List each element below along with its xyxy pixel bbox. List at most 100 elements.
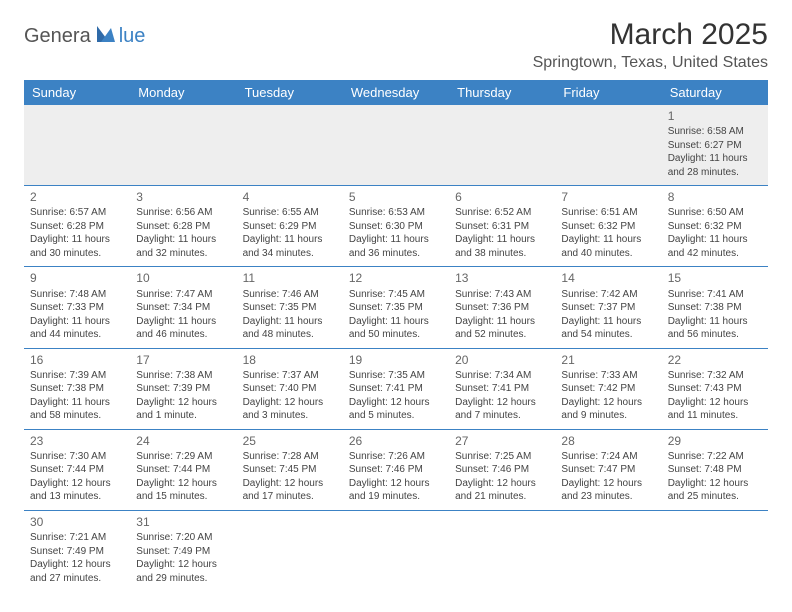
day-info-line: Daylight: 11 hours xyxy=(243,233,337,247)
weekday-saturday: Saturday xyxy=(662,80,768,105)
day-info-line: Sunrise: 7:21 AM xyxy=(30,531,124,545)
day-info-line: Daylight: 11 hours xyxy=(30,315,124,329)
calendar-day-cell: 22Sunrise: 7:32 AMSunset: 7:43 PMDayligh… xyxy=(662,348,768,429)
calendar-week-row: 16Sunrise: 7:39 AMSunset: 7:38 PMDayligh… xyxy=(24,348,768,429)
day-number: 5 xyxy=(349,189,443,205)
day-info-line: Daylight: 11 hours xyxy=(30,233,124,247)
day-info-line: Daylight: 11 hours xyxy=(349,233,443,247)
day-info-line: and 30 minutes. xyxy=(30,247,124,261)
day-info-line: Sunset: 7:42 PM xyxy=(561,382,655,396)
calendar-day-cell: 28Sunrise: 7:24 AMSunset: 7:47 PMDayligh… xyxy=(555,429,661,510)
day-number: 12 xyxy=(349,270,443,286)
day-number: 13 xyxy=(455,270,549,286)
day-number: 17 xyxy=(136,352,230,368)
day-info-line: and 5 minutes. xyxy=(349,409,443,423)
day-info-line: Daylight: 11 hours xyxy=(349,315,443,329)
day-info-line: Sunset: 6:28 PM xyxy=(30,220,124,234)
calendar-day-cell xyxy=(24,105,130,186)
day-number: 15 xyxy=(668,270,762,286)
day-number: 26 xyxy=(349,433,443,449)
day-info-line: Sunrise: 7:20 AM xyxy=(136,531,230,545)
calendar-day-cell xyxy=(343,105,449,186)
day-info-line: Sunrise: 6:52 AM xyxy=(455,206,549,220)
day-info-line: and 1 minute. xyxy=(136,409,230,423)
day-info-line: and 34 minutes. xyxy=(243,247,337,261)
calendar-day-cell xyxy=(130,105,236,186)
day-info-line: Daylight: 12 hours xyxy=(668,477,762,491)
day-info-line: Sunrise: 7:43 AM xyxy=(455,288,549,302)
logo: Genera lue xyxy=(24,24,145,49)
day-info-line: and 46 minutes. xyxy=(136,328,230,342)
calendar-day-cell xyxy=(343,510,449,591)
day-info-line: Sunset: 6:28 PM xyxy=(136,220,230,234)
day-number: 29 xyxy=(668,433,762,449)
day-number: 18 xyxy=(243,352,337,368)
calendar-day-cell: 4Sunrise: 6:55 AMSunset: 6:29 PMDaylight… xyxy=(237,186,343,267)
day-info-line: Sunset: 7:38 PM xyxy=(668,301,762,315)
day-number: 10 xyxy=(136,270,230,286)
calendar-day-cell: 14Sunrise: 7:42 AMSunset: 7:37 PMDayligh… xyxy=(555,267,661,348)
day-info-line: Sunset: 6:32 PM xyxy=(668,220,762,234)
weekday-wednesday: Wednesday xyxy=(343,80,449,105)
day-info-line: Sunrise: 7:34 AM xyxy=(455,369,549,383)
day-info-line: Sunrise: 7:41 AM xyxy=(668,288,762,302)
day-info-line: Daylight: 12 hours xyxy=(30,477,124,491)
title-block: March 2025 Springtown, Texas, United Sta… xyxy=(533,18,768,72)
day-info-line: and 7 minutes. xyxy=(455,409,549,423)
day-info-line: Daylight: 12 hours xyxy=(243,396,337,410)
calendar-day-cell: 3Sunrise: 6:56 AMSunset: 6:28 PMDaylight… xyxy=(130,186,236,267)
calendar-day-cell xyxy=(449,510,555,591)
day-info-line: Sunrise: 7:48 AM xyxy=(30,288,124,302)
day-info-line: Daylight: 12 hours xyxy=(561,396,655,410)
day-info-line: Sunset: 7:44 PM xyxy=(136,463,230,477)
calendar-day-cell xyxy=(555,105,661,186)
day-number: 19 xyxy=(349,352,443,368)
month-title: March 2025 xyxy=(533,18,768,52)
day-info-line: Sunrise: 7:37 AM xyxy=(243,369,337,383)
day-number: 22 xyxy=(668,352,762,368)
calendar-day-cell: 13Sunrise: 7:43 AMSunset: 7:36 PMDayligh… xyxy=(449,267,555,348)
day-info-line: Daylight: 12 hours xyxy=(349,477,443,491)
day-number: 4 xyxy=(243,189,337,205)
logo-text-general: Genera xyxy=(24,25,91,48)
day-info-line: Daylight: 11 hours xyxy=(455,315,549,329)
day-number: 21 xyxy=(561,352,655,368)
day-info-line: Daylight: 12 hours xyxy=(455,396,549,410)
day-info-line: Sunset: 7:43 PM xyxy=(668,382,762,396)
day-info-line: Sunrise: 7:42 AM xyxy=(561,288,655,302)
day-info-line: Sunset: 7:49 PM xyxy=(30,545,124,559)
calendar-day-cell: 21Sunrise: 7:33 AMSunset: 7:42 PMDayligh… xyxy=(555,348,661,429)
calendar-day-cell: 12Sunrise: 7:45 AMSunset: 7:35 PMDayligh… xyxy=(343,267,449,348)
day-info-line: Sunrise: 6:50 AM xyxy=(668,206,762,220)
day-info-line: and 23 minutes. xyxy=(561,490,655,504)
day-info-line: and 27 minutes. xyxy=(30,572,124,586)
day-info-line: and 29 minutes. xyxy=(136,572,230,586)
day-info-line: and 15 minutes. xyxy=(136,490,230,504)
day-info-line: Sunset: 7:35 PM xyxy=(243,301,337,315)
day-info-line: Daylight: 11 hours xyxy=(136,315,230,329)
day-number: 9 xyxy=(30,270,124,286)
day-info-line: and 21 minutes. xyxy=(455,490,549,504)
day-info-line: Sunset: 7:35 PM xyxy=(349,301,443,315)
day-info-line: Sunrise: 7:38 AM xyxy=(136,369,230,383)
day-info-line: Sunrise: 7:47 AM xyxy=(136,288,230,302)
weekday-monday: Monday xyxy=(130,80,236,105)
day-number: 20 xyxy=(455,352,549,368)
day-info-line: Sunset: 7:49 PM xyxy=(136,545,230,559)
day-info-line: Sunset: 7:33 PM xyxy=(30,301,124,315)
day-info-line: Sunset: 7:44 PM xyxy=(30,463,124,477)
calendar-day-cell: 7Sunrise: 6:51 AMSunset: 6:32 PMDaylight… xyxy=(555,186,661,267)
day-info-line: and 11 minutes. xyxy=(668,409,762,423)
day-info-line: Sunset: 6:29 PM xyxy=(243,220,337,234)
day-info-line: Daylight: 12 hours xyxy=(136,477,230,491)
day-info-line: Sunset: 6:32 PM xyxy=(561,220,655,234)
calendar-day-cell: 29Sunrise: 7:22 AMSunset: 7:48 PMDayligh… xyxy=(662,429,768,510)
calendar-day-cell: 27Sunrise: 7:25 AMSunset: 7:46 PMDayligh… xyxy=(449,429,555,510)
day-info-line: and 25 minutes. xyxy=(668,490,762,504)
day-info-line: and 56 minutes. xyxy=(668,328,762,342)
day-number: 3 xyxy=(136,189,230,205)
calendar-day-cell: 16Sunrise: 7:39 AMSunset: 7:38 PMDayligh… xyxy=(24,348,130,429)
location: Springtown, Texas, United States xyxy=(533,54,768,72)
day-info-line: Sunrise: 7:46 AM xyxy=(243,288,337,302)
day-info-line: Sunrise: 7:25 AM xyxy=(455,450,549,464)
